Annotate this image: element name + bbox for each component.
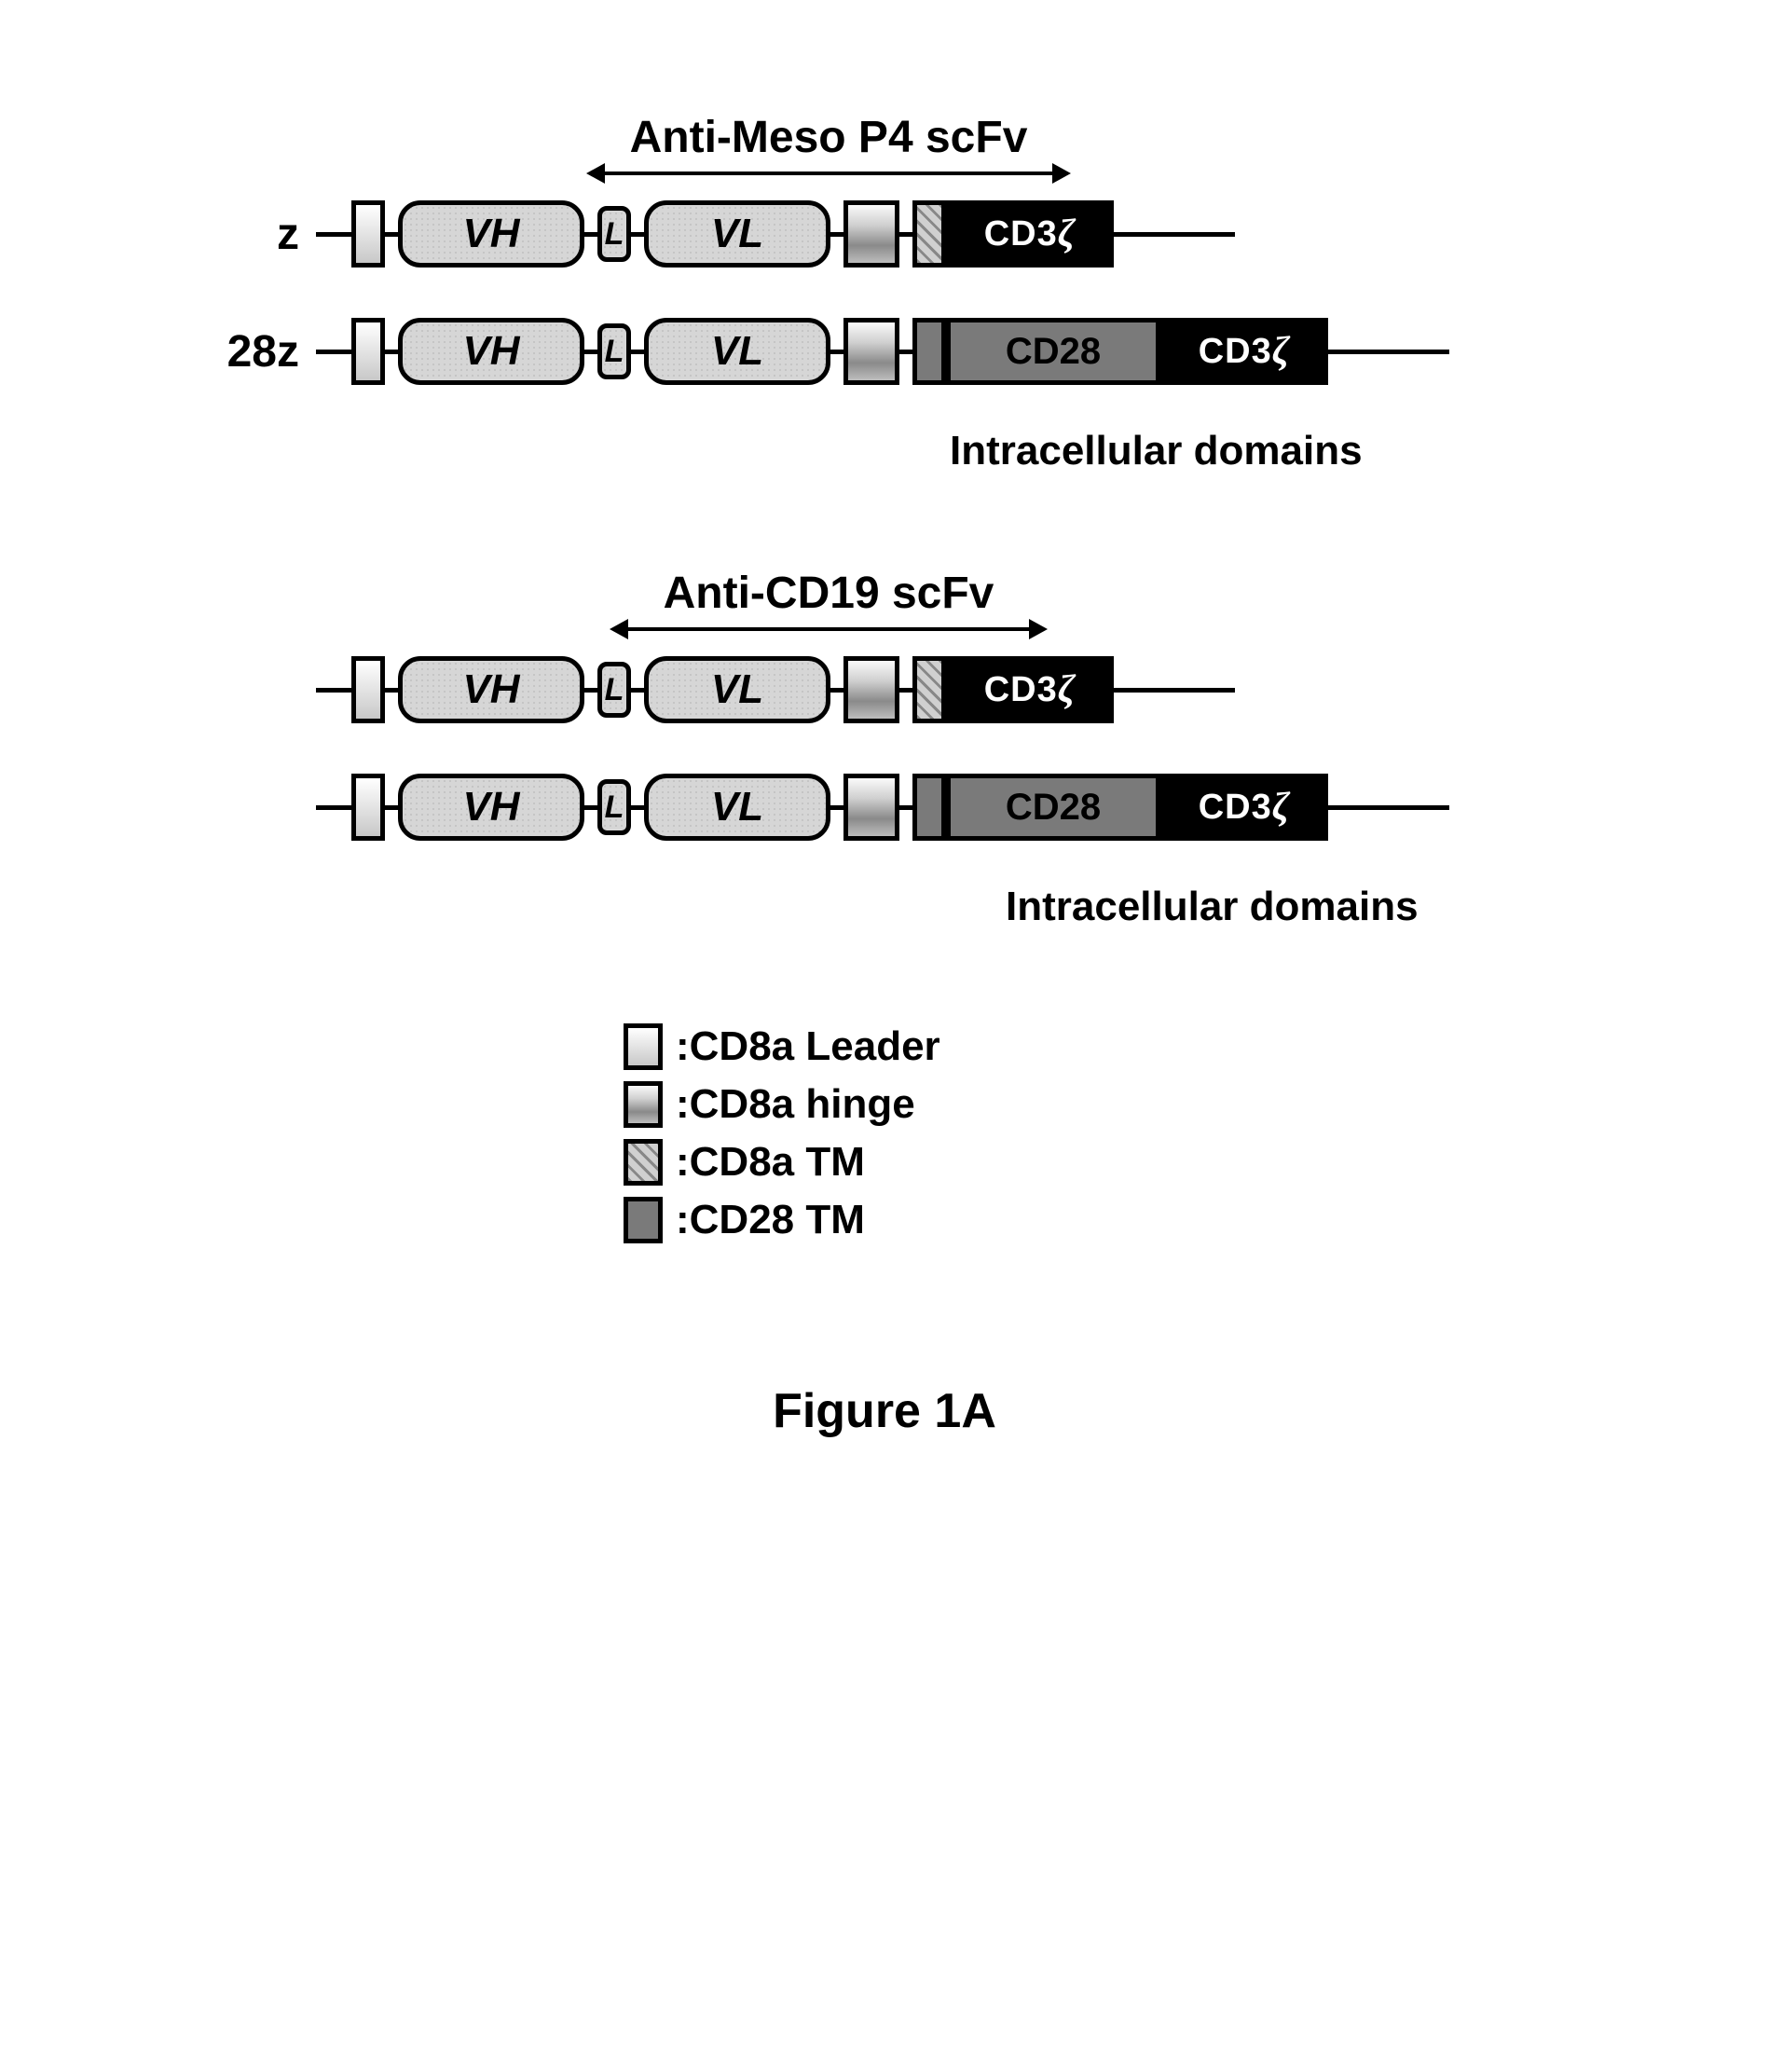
segment-leader [351,200,385,268]
segment-line-sm [584,350,597,354]
construct-row: VHLVL CD28CD3ζ [195,766,1574,848]
segment-cd28: CD28 [946,774,1160,841]
figure-caption: Figure 1A [195,1383,1574,1439]
scfv-title: Anti-CD19 scFv [83,568,1574,619]
legend-row: :CD8a hinge [624,1081,1574,1128]
segment-line-sm [385,805,398,810]
segment-tm-cd28 [912,774,946,841]
segment-line-tail [1114,688,1235,693]
domain-chain: VHLVL CD3ζ [316,649,1235,731]
legend-row: :CD28 TM [624,1197,1574,1243]
segment-line-tail [1114,232,1235,237]
construct-row: VHLVL CD3ζ [195,649,1574,731]
segment-vh: VH [398,200,584,268]
intracellular-domain-label: Intracellular domains [950,428,1574,474]
sections-container: Anti-Meso P4 scFvzVHLVLCD3ζ28zVHLVLCD28C… [195,112,1574,930]
segment-line-sm [899,232,912,237]
segment-line-sm [830,688,843,693]
segment-hinge [843,318,899,385]
domain-chain: VHLVL CD3ζ [316,193,1235,275]
segment-cd3z: CD3ζ [1160,774,1328,841]
segment-cd3z: CD3ζ [946,200,1114,268]
legend-text: :CD8a Leader [676,1023,940,1070]
segment-leader [351,318,385,385]
segment-line-sm [584,688,597,693]
segment-vl: VL [644,656,830,723]
construct-section: Anti-CD19 scFvVHLVLCD3ζVHLVLCD28CD3ζIntr… [195,568,1574,930]
legend-swatch-icon [624,1023,663,1070]
segment-line-sm [830,350,843,354]
legend-text: :CD8a TM [676,1139,865,1186]
segment-vl: VL [644,200,830,268]
construct-section: Anti-Meso P4 scFvzVHLVLCD3ζ28zVHLVLCD28C… [195,112,1574,474]
segment-vh: VH [398,318,584,385]
segment-line-sm [385,350,398,354]
segment-line-sm [899,688,912,693]
segment-line-sm [631,688,644,693]
domain-chain: VHLVL CD28CD3ζ [316,766,1449,848]
segment-leader [351,656,385,723]
intracellular-domain-label: Intracellular domains [1006,884,1574,930]
construct-label: z [195,209,316,260]
segment-line-tail [1328,805,1449,810]
legend-row: :CD8a TM [624,1139,1574,1186]
domain-chain: VHLVL CD28CD3ζ [316,310,1449,392]
segment-hinge [843,774,899,841]
segment-line [316,688,351,693]
legend-row: :CD8a Leader [624,1023,1574,1070]
segment-tm-cd8a [912,656,946,723]
segment-linker: L [597,779,631,835]
legend-text: :CD8a hinge [676,1081,915,1128]
scfv-title: Anti-Meso P4 scFv [83,112,1574,163]
segment-line-sm [385,688,398,693]
segment-cd28: CD28 [946,318,1160,385]
segment-line-sm [830,232,843,237]
construct-row: 28z VHLVL CD28CD3ζ [195,310,1574,392]
double-arrow-icon [610,623,1048,636]
segment-cd3z: CD3ζ [1160,318,1328,385]
segment-line-sm [584,232,597,237]
scfv-span-arrow [83,167,1574,180]
segment-line-sm [830,805,843,810]
segment-linker: L [597,206,631,262]
legend: :CD8a Leader :CD8a hinge :CD8a TM :CD28 TM [624,1023,1574,1243]
figure-page: Anti-Meso P4 scFvzVHLVLCD3ζ28zVHLVLCD28C… [195,112,1574,1439]
segment-vl: VL [644,774,830,841]
legend-swatch-icon [624,1081,663,1128]
legend-text: :CD28 TM [676,1197,865,1243]
segment-line [316,232,351,237]
segment-line-sm [631,232,644,237]
legend-swatch-icon [624,1139,663,1186]
segment-linker: L [597,662,631,718]
segment-hinge [843,656,899,723]
segment-line-sm [899,350,912,354]
segment-line-sm [631,350,644,354]
scfv-span-arrow [83,623,1574,636]
segment-line [316,350,351,354]
construct-row: z VHLVL CD3ζ [195,193,1574,275]
segment-hinge [843,200,899,268]
segment-cd3z: CD3ζ [946,656,1114,723]
segment-line-sm [385,232,398,237]
segment-leader [351,774,385,841]
construct-label: 28z [195,326,316,377]
segment-vl: VL [644,318,830,385]
segment-vh: VH [398,774,584,841]
segment-line-sm [631,805,644,810]
segment-tm-cd8a [912,200,946,268]
legend-swatch-icon [624,1197,663,1243]
double-arrow-icon [586,167,1071,180]
segment-line-sm [899,805,912,810]
segment-line-tail [1328,350,1449,354]
segment-line-sm [584,805,597,810]
segment-tm-cd28 [912,318,946,385]
segment-vh: VH [398,656,584,723]
segment-line [316,805,351,810]
segment-linker: L [597,323,631,379]
